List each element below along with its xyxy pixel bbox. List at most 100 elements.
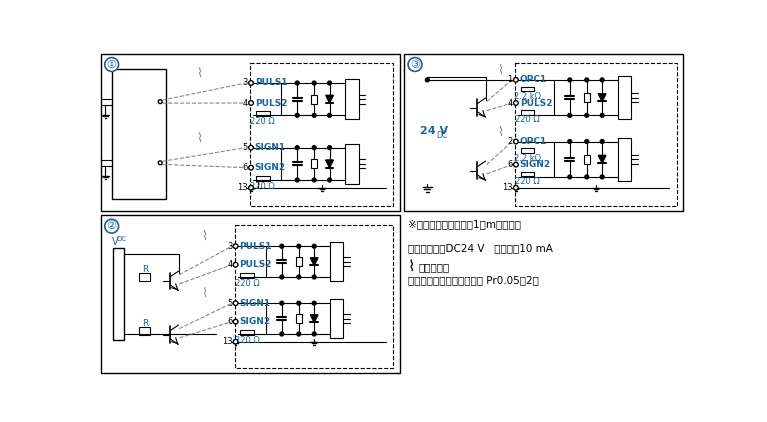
Text: 4: 4 [242,98,248,108]
Bar [255,176,269,181]
Circle shape [514,162,518,167]
Circle shape [297,275,301,279]
Text: 6: 6 [242,163,248,172]
Bar [296,314,302,323]
Text: 为双绞线。: 为双绞线。 [419,262,450,272]
Polygon shape [326,160,334,168]
Text: PULS1: PULS1 [239,242,272,251]
Circle shape [233,262,238,267]
Circle shape [568,175,571,179]
Circle shape [297,244,301,248]
Circle shape [297,332,301,336]
Bar [114,248,124,340]
Bar [101,215,400,373]
Circle shape [280,301,284,305]
Polygon shape [326,95,334,103]
Circle shape [105,219,119,233]
Circle shape [280,332,284,336]
Bar [584,154,590,164]
Bar [521,171,535,176]
Circle shape [249,165,253,170]
Text: 13: 13 [222,337,232,346]
Circle shape [249,185,253,190]
Bar [617,138,631,181]
Bar [113,69,166,199]
Text: ⌇: ⌇ [201,230,207,243]
Text: SIGN2: SIGN2 [520,160,551,169]
Text: 4: 4 [508,98,513,108]
Circle shape [601,114,604,117]
Circle shape [568,78,571,82]
Text: 最大输入电压DC24 V   额定电洑10 mA: 最大输入电压DC24 V 额定电洑10 mA [408,243,553,253]
Circle shape [584,140,588,143]
Bar [240,330,254,335]
Circle shape [280,275,284,279]
Text: 220 Ω: 220 Ω [515,116,540,124]
Bar [404,54,683,211]
Text: ⌇: ⌇ [497,125,503,138]
Text: 4: 4 [227,260,232,269]
Circle shape [312,146,316,149]
Circle shape [426,78,430,82]
Bar [345,144,359,184]
Circle shape [328,146,331,149]
Circle shape [514,185,518,190]
Circle shape [601,140,604,143]
Circle shape [514,139,518,144]
Text: 6: 6 [508,160,513,169]
Circle shape [568,140,571,143]
Text: ⌇: ⌇ [196,67,202,80]
Circle shape [601,78,604,82]
Text: R: R [142,265,148,274]
Circle shape [158,161,162,165]
Text: 1: 1 [508,76,513,84]
Text: 3: 3 [227,242,232,251]
Text: PULS1: PULS1 [255,78,288,87]
Circle shape [328,81,331,85]
Polygon shape [311,315,318,322]
Bar [101,54,400,211]
Bar [515,63,676,206]
Text: 220 Ω: 220 Ω [235,335,259,345]
Bar [330,242,344,281]
Polygon shape [598,94,606,101]
Circle shape [249,81,253,85]
Text: PULS2: PULS2 [239,260,272,269]
Text: 24 V: 24 V [420,126,448,136]
Text: PULS2: PULS2 [520,98,552,108]
Bar [255,111,269,116]
Circle shape [297,301,301,305]
Circle shape [514,101,518,106]
Text: 220 Ω: 220 Ω [235,279,259,288]
Circle shape [233,319,238,324]
Text: SIGN2: SIGN2 [255,163,286,172]
Bar [140,327,150,335]
Circle shape [312,114,316,117]
Text: SIGN2: SIGN2 [239,317,271,326]
Circle shape [249,145,253,150]
Text: 3: 3 [242,78,248,87]
Circle shape [312,275,316,279]
Circle shape [249,101,253,106]
Text: SIGN1: SIGN1 [239,299,271,308]
Circle shape [312,244,316,248]
Text: 2.2 kΩ: 2.2 kΩ [514,92,541,101]
Bar [521,110,535,114]
Bar [311,159,318,168]
Text: 220 Ω: 220 Ω [515,177,540,186]
Text: DC: DC [436,131,448,140]
Text: ②: ② [107,221,117,231]
Circle shape [328,178,331,182]
Circle shape [233,301,238,306]
Polygon shape [598,155,606,163]
Circle shape [584,175,588,179]
Text: 2: 2 [508,137,513,146]
Bar [584,93,590,102]
Circle shape [295,178,299,182]
Text: R: R [142,319,148,328]
Circle shape [408,57,422,71]
Text: ⌇: ⌇ [497,64,503,77]
Text: OPC1: OPC1 [520,137,547,146]
Bar [240,273,254,278]
Bar [250,63,393,206]
